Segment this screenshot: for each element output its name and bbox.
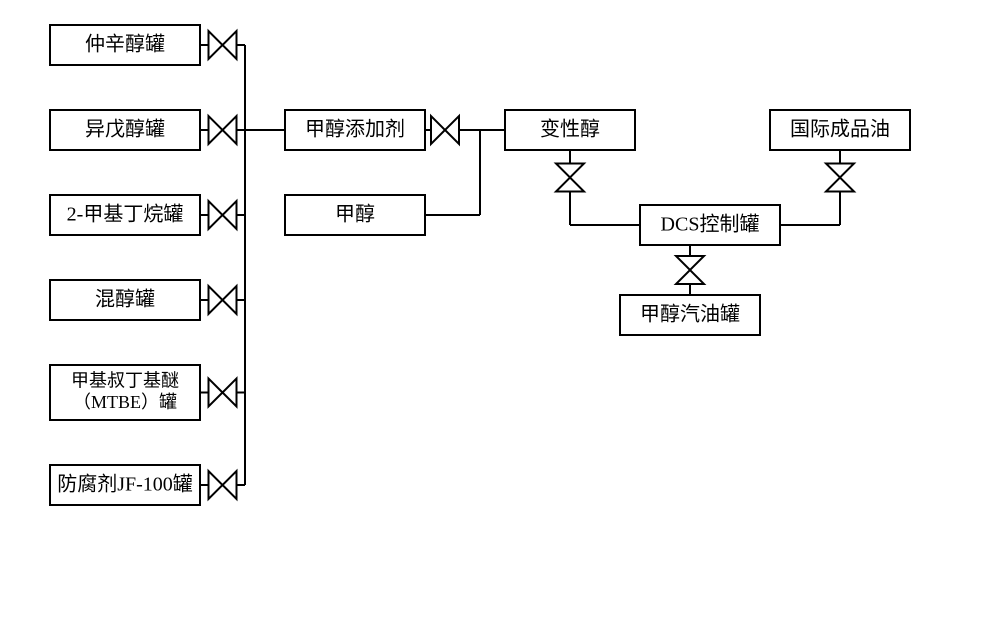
left-valve-icon [209,201,237,229]
left-tank-box: 仲辛醇罐 [50,25,200,65]
left-valve-icon [209,31,237,59]
intl-oil-box: 国际成品油 [770,110,910,150]
left-valve-icon [209,471,237,499]
gasoline-tank-box: 甲醇汽油罐 [620,295,760,335]
dcs-box: DCS控制罐 [640,205,780,245]
svg-text:甲醇: 甲醇 [335,203,375,226]
additive-box: 甲醇添加剂 [285,110,425,150]
methanol-box: 甲醇 [285,195,425,235]
left-tank-box: 防腐剂JF-100罐 [50,465,200,505]
valve-denatured-dcs-icon [556,164,584,192]
svg-text:变性醇: 变性醇 [540,118,600,141]
valve-intl-dcs-icon [826,164,854,192]
denatured-box: 变性醇 [505,110,635,150]
svg-text:混醇罐: 混醇罐 [95,288,155,311]
svg-text:国际成品油: 国际成品油 [790,118,890,141]
svg-text:甲醇汽油罐: 甲醇汽油罐 [640,303,740,326]
left-valve-icon [209,116,237,144]
additive-valve-icon [431,116,459,144]
svg-text:DCS控制罐: DCS控制罐 [661,213,760,236]
svg-text:仲辛醇罐: 仲辛醇罐 [85,33,165,56]
left-tank-box: 异戊醇罐 [50,110,200,150]
svg-text:防腐剂JF-100罐: 防腐剂JF-100罐 [57,473,193,496]
left-tank-box: 甲基叔丁基醚（MTBE）罐 [50,365,200,420]
svg-text:2-甲基丁烷罐: 2-甲基丁烷罐 [67,203,184,226]
valve-dcs-gasoline-icon [676,256,704,284]
left-tank-box: 2-甲基丁烷罐 [50,195,200,235]
svg-text:异戊醇罐: 异戊醇罐 [85,118,165,141]
left-valve-icon [209,379,237,407]
left-tank-box: 混醇罐 [50,280,200,320]
left-valve-icon [209,286,237,314]
svg-text:甲基叔丁基醚（MTBE）罐: 甲基叔丁基醚（MTBE）罐 [71,371,179,413]
svg-text:甲醇添加剂: 甲醇添加剂 [305,118,405,141]
